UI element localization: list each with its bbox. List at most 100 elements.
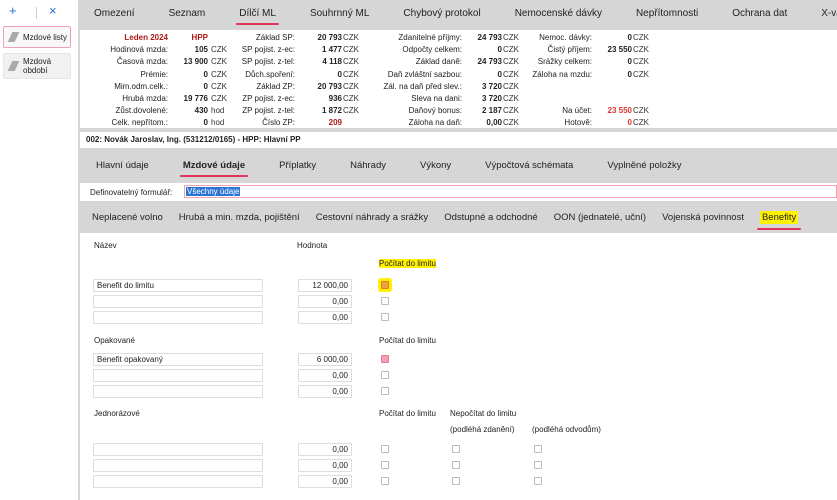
sidebar: + × Mzdové listy Mzdová období [0,0,78,500]
limit-label: Počítat do limitu [379,259,436,268]
limit-checkbox[interactable] [381,313,389,321]
summary-unit: CZK [633,45,649,55]
subtab-item[interactable]: Cestovní náhrady a srážky [315,211,429,223]
benefit-value-input[interactable]: 6 000,00 [298,353,352,366]
summary-value: 0 [627,33,632,42]
nolimit-levy-checkbox[interactable] [534,477,542,485]
summary-label: Základ ZP: [256,81,295,91]
summary-label: Sleva na dani: [411,94,462,103]
benefit-value-input[interactable]: 0,00 [298,311,352,324]
tab-item[interactable]: Příplatky [279,159,317,171]
summary-label: Daň zvláštní sazbou: [387,69,462,79]
form-select[interactable]: Všechny údaje [184,185,837,198]
nav-item[interactable]: Seznam [168,8,206,19]
close-icon[interactable]: × [49,3,57,18]
benefit-name-input[interactable] [93,385,263,398]
summary-unit: CZK [343,45,359,55]
benefit-value-input[interactable]: 0,00 [298,459,352,472]
benefit-value-input[interactable]: 0,00 [298,475,352,488]
summary-unit: CZK [343,94,359,103]
summary-panel: Leden 2024 HPP Hodinová mzda: 105 CZK Časová … [80,30,837,128]
benefit-name-input[interactable] [93,475,263,488]
sidebar-item-mzdove-listy[interactable]: Mzdové listy [3,26,71,48]
tab-item[interactable]: Vyplněné položky [607,159,682,171]
benefit-value-input[interactable]: 0,00 [298,385,352,398]
summary-unit: CZK [503,118,519,128]
benefit-value-input[interactable]: 0,00 [298,369,352,382]
benefit-name-input[interactable] [93,459,263,472]
nolimit-tax-checkbox[interactable] [452,477,460,485]
summary-value: 0 [497,69,502,79]
benefit-name-input[interactable] [93,311,263,324]
subtab-item[interactable]: Odstupné a odchodné [444,211,538,223]
summary-unit: CZK [503,45,519,55]
subtab-item[interactable]: Hrubá a min. mzda, pojištění [178,211,300,223]
divider [36,7,37,19]
benefit-value-input[interactable]: 0,00 [298,443,352,456]
nolimit-levy-checkbox[interactable] [534,445,542,453]
nav-item[interactable]: X-vazby [821,8,837,19]
nav-item[interactable]: Chybový protokol [403,8,481,19]
limit-label: Počítat do limitu [379,336,436,345]
limit-checkbox[interactable] [381,297,389,305]
tab-item[interactable]: Mzdové údaje [179,159,249,177]
column-name: Název [94,241,117,250]
summary-label: Zál. na daň před slev.: [383,81,462,91]
limit-checkbox[interactable] [381,281,389,289]
summary-value: 430 [194,106,208,116]
benefit-name-input[interactable] [93,369,263,382]
nav-item[interactable]: Dílčí ML [236,8,279,25]
subtab-item[interactable]: OON (jednatelé, uční) [553,211,647,223]
summary-label: Časová mzda: [116,57,168,67]
summary-label: Prémie: [140,69,168,79]
employee-header: 002: Novák Jaroslav, Ing. (531212/0165) … [80,132,837,148]
nav-item[interactable]: Omezení [94,8,135,19]
benefit-value-input[interactable]: 0,00 [298,295,352,308]
tab-item[interactable]: Náhrady [350,159,386,171]
item-icon [7,32,20,42]
nolimit-levy-checkbox[interactable] [534,461,542,469]
limit-checkbox[interactable] [381,477,389,485]
limit-checkbox[interactable] [381,387,389,395]
benefits-content: Název Hodnota Počítat do limitu Opakovan… [80,233,837,500]
summary-value: 20 793 [317,33,342,42]
summary-unit: hod [211,106,225,116]
subtab-item[interactable]: Benefity [756,210,802,230]
nav-item[interactable]: Nemocenské dávky [514,8,602,19]
limit-checkbox[interactable] [381,355,389,363]
benefit-name-input[interactable] [93,295,263,308]
benefit-name-input[interactable]: Benefit opakovaný [93,353,263,366]
subtab-item[interactable]: Vojenská povinnost [662,211,744,223]
tab-item[interactable]: Hlavní údaje [96,159,149,171]
summary-value: 13 900 [183,57,208,67]
summary-unit: hod [211,118,225,128]
summary-unit: CZK [343,57,359,67]
summary-unit: CZK [503,69,519,79]
tax-label: (podléhá zdanění) [450,425,515,434]
summary-unit: CZK [503,106,519,116]
summary-unit: CZK [211,81,227,91]
nolimit-tax-checkbox[interactable] [452,461,460,469]
summary-value: 936 [328,94,342,103]
tab-item[interactable]: Výkony [420,159,452,171]
benefit-value-input[interactable]: 12 000,00 [298,279,352,292]
limit-checkbox[interactable] [381,445,389,453]
benefit-name-input[interactable]: Benefit do limitu [93,279,263,292]
limit-checkbox[interactable] [381,371,389,379]
summary-label: Nemoc. dávky: [539,33,592,42]
summary-value: 24 793 [477,57,502,67]
nolimit-tax-checkbox[interactable] [452,445,460,453]
nav-item[interactable]: Nepřítomnosti [635,8,699,19]
summary-label: Odpočty celkem: [402,45,462,55]
nav-item[interactable]: Ochrana dat [732,8,788,19]
add-icon[interactable]: + [9,3,17,18]
summary-unit: CZK [633,33,649,42]
nav-item[interactable]: Souhrnný ML [309,8,370,19]
subtab-item[interactable]: Neplacené volno [92,211,163,223]
limit-checkbox[interactable] [381,461,389,469]
sidebar-item-mzdova-obdobi[interactable]: Mzdová období [3,53,71,79]
main-tabs: Hlavní údaje Mzdové údaje Příplatky Náhrady… [80,148,837,182]
benefit-name-input[interactable] [93,443,263,456]
summary-value: 1 477 [321,45,342,55]
tab-item[interactable]: Výpočtová schémata [485,159,574,171]
